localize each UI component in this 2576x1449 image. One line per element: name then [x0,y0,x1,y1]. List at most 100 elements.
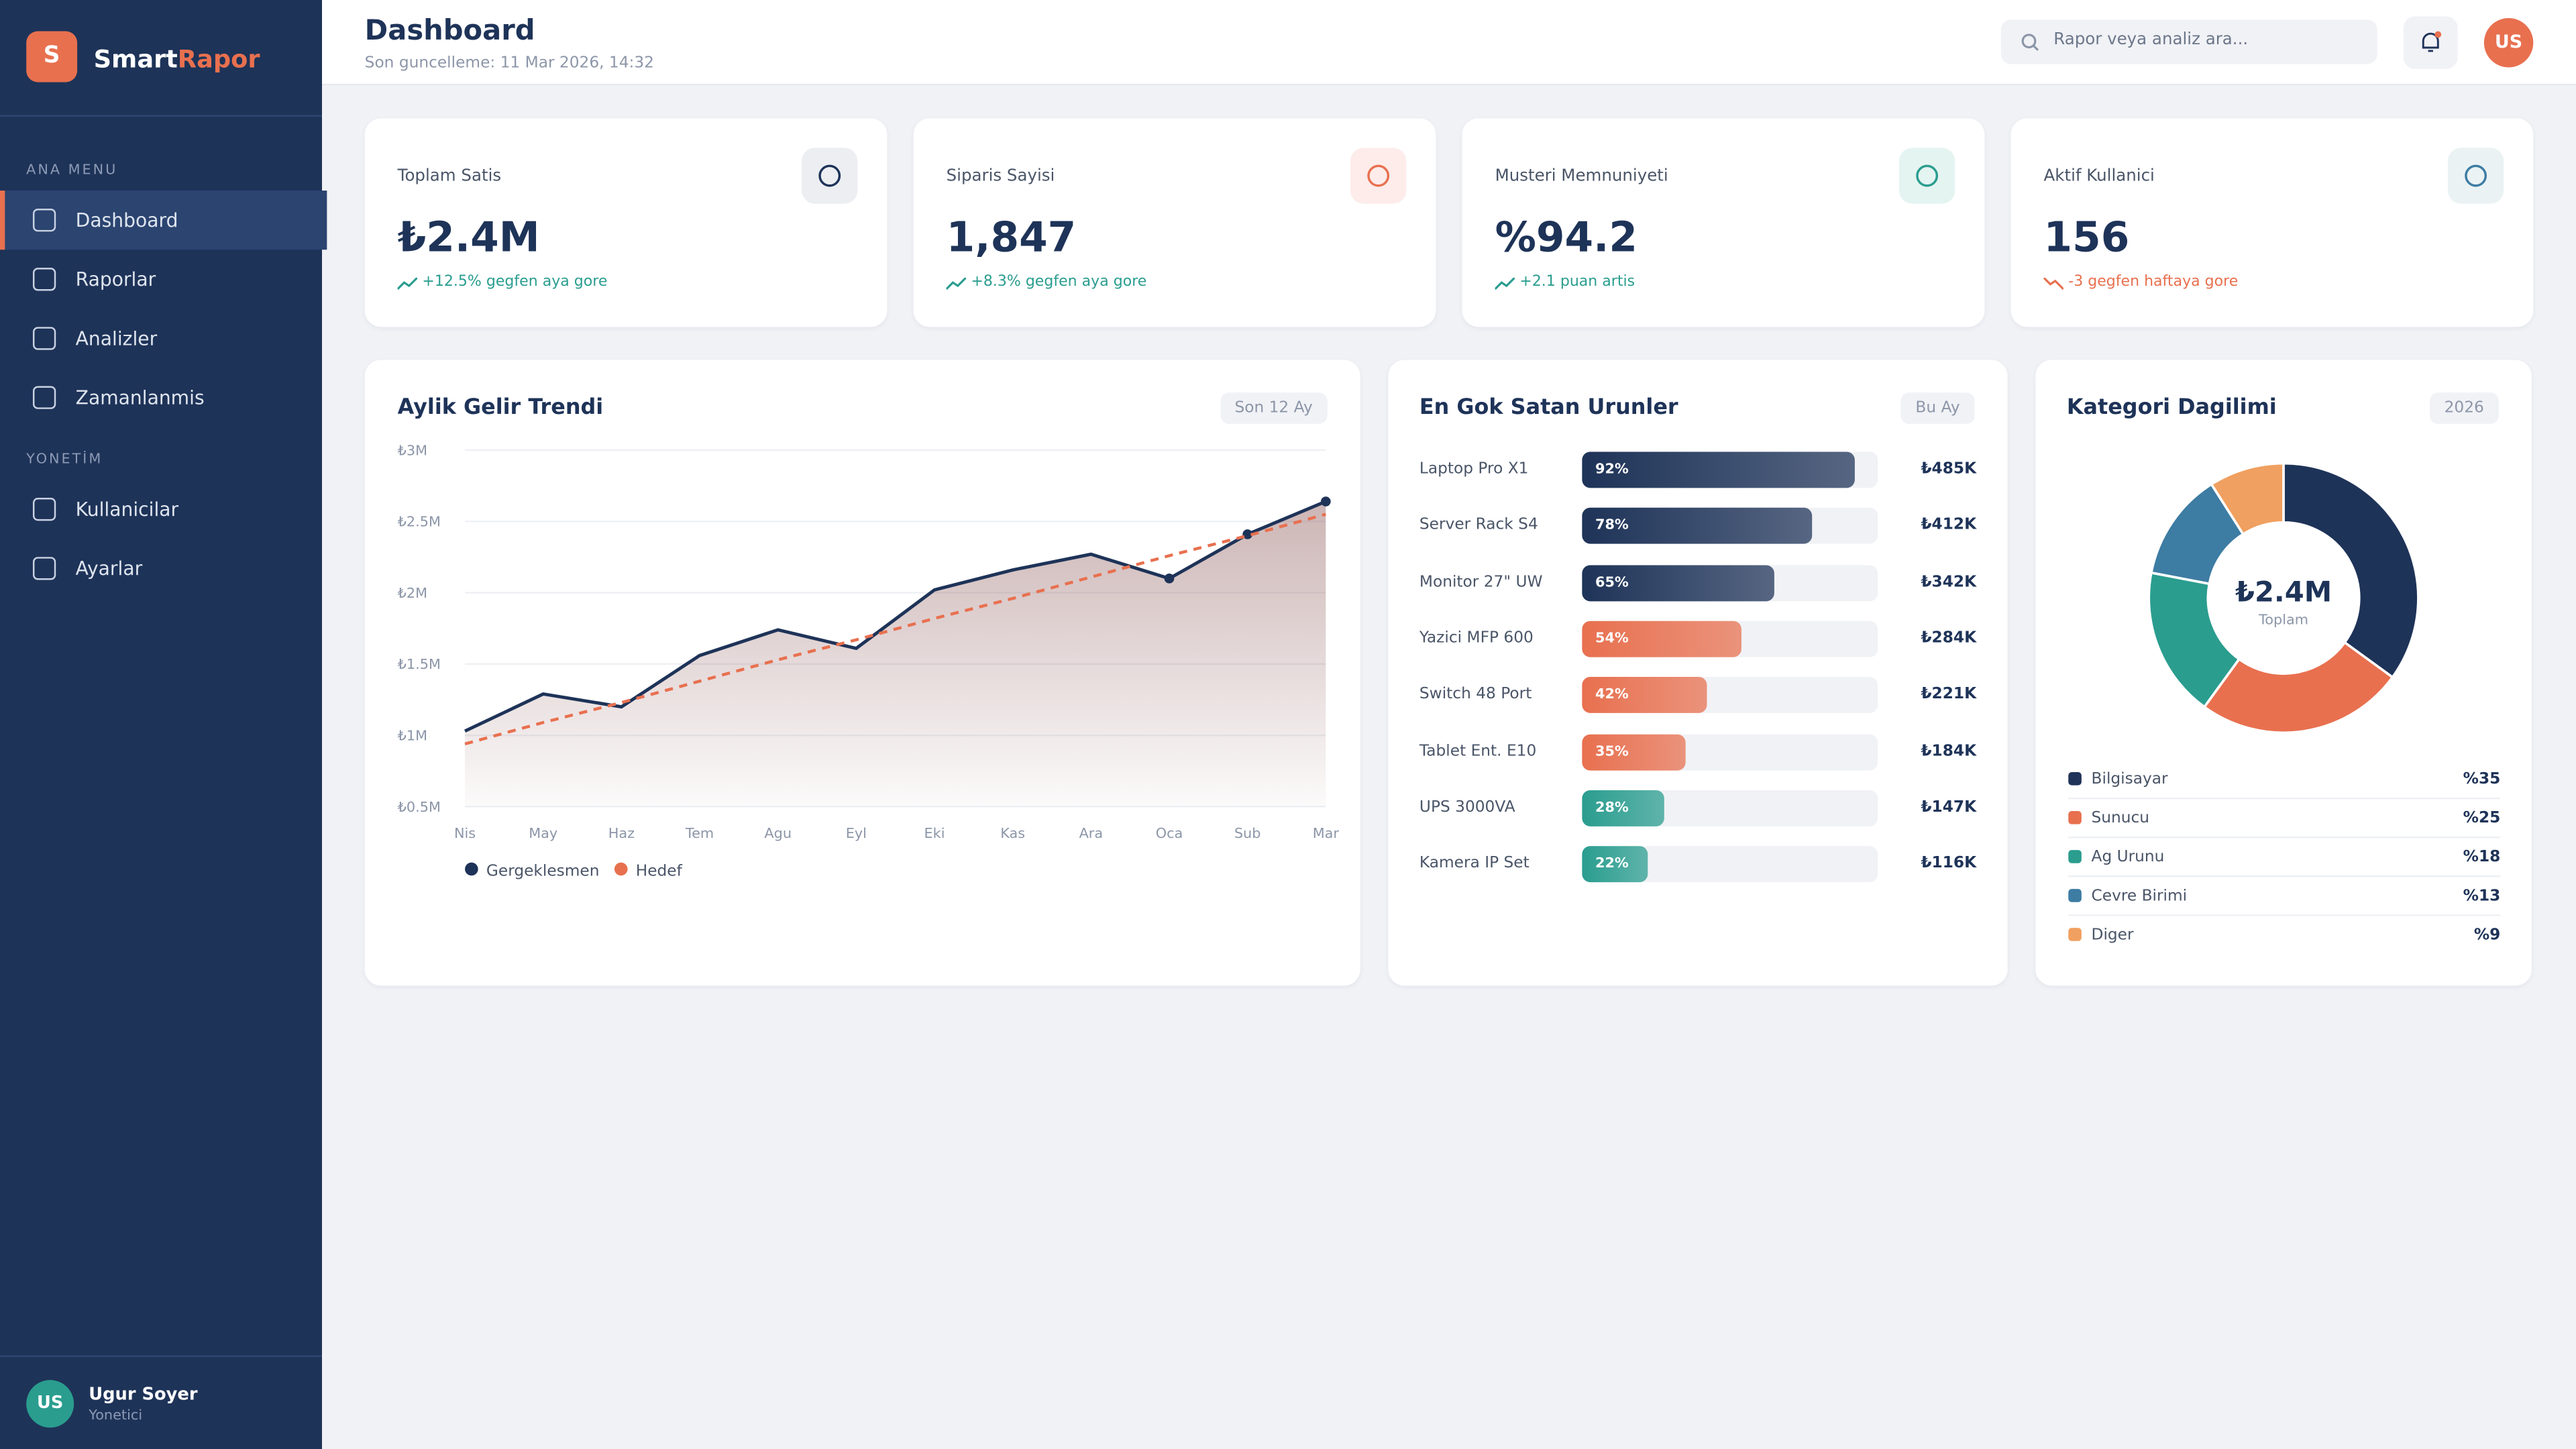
trend-line [397,277,418,290]
x-tick-label: Agu [764,825,792,841]
bar-category: Server Rack S4 [1419,516,1538,535]
kpi-icon [1350,148,1407,204]
kpi-icon [802,148,858,204]
badge: 2026 [2429,392,2499,424]
brand-part: Rapor [177,44,260,74]
bar-category: Yazici MFP 600 [1419,629,1534,647]
bar-value-label: 54% [1595,631,1629,647]
menu-label: Dashboard [75,209,178,232]
kpi-glyph [818,164,841,187]
donut-slice [2202,641,2395,735]
bell-icon [2422,31,2442,52]
bar-track: 78% [1582,508,1878,545]
menu-label: Analizler [75,327,158,350]
point [1320,496,1331,506]
legend-swatch [2068,811,2082,824]
bar-value-label: 65% [1595,574,1629,591]
legend-value: %35 [2463,769,2501,788]
donut-slice [2282,462,2420,680]
badge: Son 12 Ay [1220,392,1328,424]
kpi-card: Musteri Memnuniyeti %94.2 +2.1 puan artis [1462,118,1985,327]
page-subtitle: Son guncelleme: 11 Mar 2026, 14:32 [364,54,655,72]
trend-line [2043,277,2063,290]
bar-amount: ₺485K [1921,460,1977,478]
bar-amount: ₺284K [1921,629,1977,647]
bar-track: 65% [1582,564,1878,601]
brand: SmartRapor [94,44,260,74]
series-line [464,513,1326,746]
user-role: Yonetici [89,1407,143,1425]
legend-swatch [2068,889,2082,902]
menu-item[interactable]: Kullanicilar [0,480,322,539]
notifications[interactable] [2403,16,2458,69]
y-tick-label: ₺2M [398,585,427,601]
divider [0,1355,323,1357]
search-icon [2021,34,2039,51]
bar-category: Tablet Ent. E10 [1419,741,1537,760]
menu-icon [32,386,56,409]
bar [1582,564,1774,601]
bar-track: 22% [1582,846,1878,883]
y-tick-label: ₺3M [398,442,427,458]
card-title: Aylik Gelir Trendi [397,396,604,421]
bar-category: UPS 3000VA [1419,798,1515,816]
legend-swatch [614,862,628,876]
legend-label: Sunucu [2092,808,2149,826]
y-tick-label: ₺2.5M [398,514,441,530]
user-name: Ugur Soyer [89,1385,198,1405]
menu-item[interactable]: Raporlar [0,250,322,309]
legend-swatch [465,862,478,876]
revenue-card: Aylik Gelir Trendi Son 12 Ay ₺3M ₺2.5M ₺2M… [364,360,1360,986]
glyph [2465,164,2487,187]
menu-item[interactable]: Analizler [0,309,322,368]
kpi-icon [2447,148,2504,204]
divider [0,115,323,117]
badge: Bu Ay [1900,392,1975,424]
kpi-delta: +12.5% gegfen aya gore [422,274,608,291]
bar-value-label: 92% [1595,462,1629,478]
point [1242,529,1253,539]
logo: S [26,31,78,83]
kpi-label: Toplam Satis [397,167,502,186]
menu-label: Zamanlanmis [75,386,205,409]
x-tick-label: Mar [1313,825,1340,841]
kpi-delta: +8.3% gegfen aya gore [971,274,1147,291]
bar-value-label: 42% [1595,687,1629,704]
legend-value: %25 [2463,808,2501,826]
menu-item[interactable]: Dashboard [0,191,327,250]
bar-track: 35% [1582,733,1878,770]
bar-track: 54% [1582,621,1878,657]
trend-icon [2043,277,2063,290]
search-box[interactable]: Rapor veya analiz ara... [2000,19,2377,64]
menu-item[interactable]: Zamanlanmis [0,368,322,427]
donut-chart: ₺2.4M Toplam Bilgisayar %35 Sunucu %25 Ag Ur… [2068,462,2501,943]
donut-center-value: ₺2.4M [2235,575,2332,608]
legend-label: Gergeklesmen [486,861,600,879]
x-tick-label: Tem [685,825,714,841]
section-label: YONETİM [26,451,103,468]
bar [1582,451,1854,488]
kpi-label: Aktif Kullanici [2043,167,2155,186]
menu-icon [32,268,56,291]
card-title: En Gok Satan Urunler [1419,396,1678,421]
bar [1582,790,1665,826]
legend-swatch [2068,850,2082,863]
brand-part: Smart [93,44,178,74]
category-card: Kategori Dagilimi 2026 ₺2.4M Toplam Bilg… [2035,360,2532,986]
kpi-icon [1899,148,1955,204]
kpi-value: 1,847 [946,213,1077,262]
bar-amount: ₺221K [1921,685,1977,704]
x-tick-label: Ara [1079,825,1104,841]
bar-value-label: 28% [1595,800,1629,816]
y-tick-label: ₺1M [398,728,427,744]
y-tick-label: ₺1.5M [398,656,441,672]
legend-label: Cevre Birimi [2092,886,2188,904]
menu-icon [32,498,56,521]
kpi-card: Toplam Satis ₺2.4M +12.5% gegfen aya gore [364,118,888,327]
glyph [1367,164,1390,187]
menu-item[interactable]: Ayarlar [0,539,322,598]
avatar[interactable]: US [2483,17,2534,68]
products-card: En Gok Satan Urunler Bu Ay Laptop Pro X1… [1388,360,2008,986]
kpi-value: %94.2 [1495,213,1638,262]
